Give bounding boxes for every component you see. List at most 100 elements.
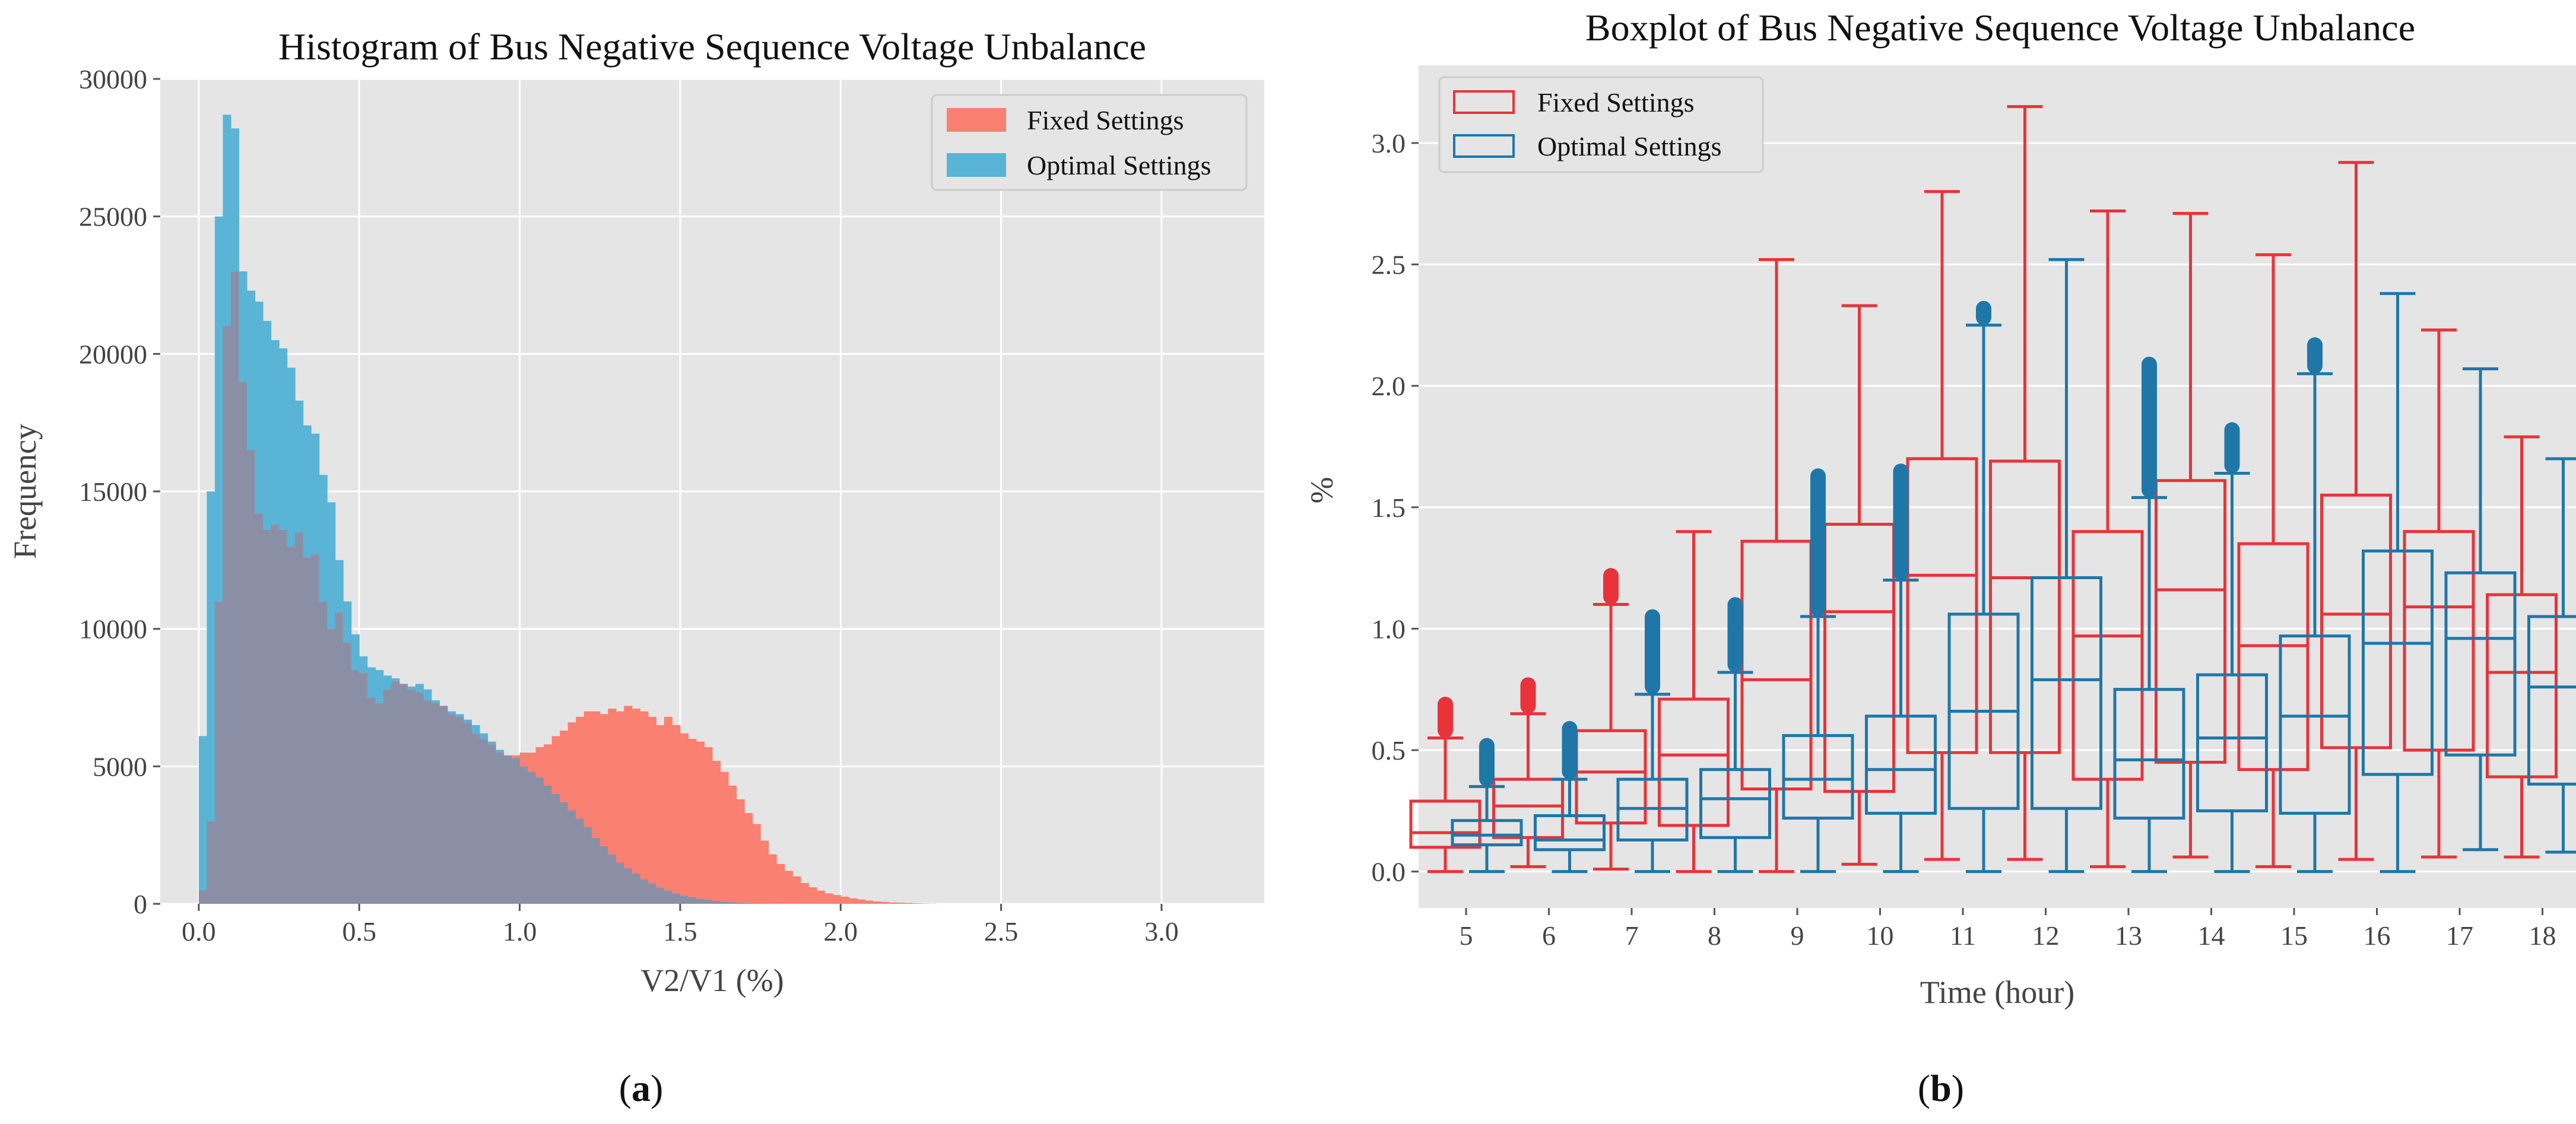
histogram-bar-overlap (367, 697, 376, 904)
boxplot-outliers (1520, 677, 1536, 714)
histogram-bar-fixed (680, 733, 689, 896)
histogram-bar-overlap (423, 700, 432, 904)
boxplot-iqr-box (1865, 715, 1937, 815)
histogram-bar-fixed (873, 901, 881, 904)
boxplot-box-fixed (2320, 161, 2392, 861)
histogram-bar-optimal (230, 128, 240, 272)
histogram-bar-overlap (608, 854, 617, 904)
histogram-bar-overlap (287, 546, 296, 904)
histogram-bar-overlap (439, 706, 448, 904)
histogram-bar-optimal (407, 686, 416, 690)
boxplot-box-optimal (2527, 457, 2576, 854)
histogram-bar-fixed (905, 903, 913, 904)
histogram-bar-fixed (712, 761, 721, 901)
boxplot-box-optimal (2113, 357, 2185, 874)
histogram-bar-overlap (463, 722, 472, 904)
boxplot-iqr-box (2113, 688, 2185, 820)
histogram-bar-fixed (816, 890, 825, 904)
boxplot-xtick-label: 8 (1708, 920, 1721, 951)
histogram-bar-fixed (632, 709, 640, 874)
boxplot-chart: Boxplot of Bus Negative Sequence Voltage… (1304, 7, 2576, 1010)
histogram-bar-overlap (528, 771, 537, 904)
histogram-bar-fixed (832, 895, 841, 904)
histogram-bar-overlap (399, 684, 408, 904)
boxplot-outliers (1645, 609, 1660, 694)
histogram-bar-optimal (335, 560, 344, 612)
boxplot-box-fixed (2403, 328, 2475, 859)
histogram-bar-fixed (528, 752, 537, 772)
boxplot-legend: Fixed Settings Optimal Settings (1438, 76, 1764, 173)
legend-swatch-fixed (947, 108, 1006, 132)
histogram-bar-overlap (640, 879, 649, 904)
histogram-bar-fixed (760, 840, 769, 904)
histogram-bar-fixed (889, 902, 897, 904)
histogram-xtick-label: 2.5 (984, 916, 1019, 947)
histogram-bar-overlap (704, 900, 713, 904)
histogram-bar-fixed (696, 741, 705, 899)
boxplot-ytick-label: 2.0 (1372, 371, 1406, 401)
histogram-bar-overlap (752, 903, 761, 904)
boxplot-box-optimal (1616, 609, 1689, 874)
histogram-bar-optimal (423, 689, 432, 701)
boxplot-xtick-label: 10 (1867, 920, 1894, 951)
boxplot-iqr-box (1575, 729, 1647, 825)
histogram-bar-overlap (744, 903, 753, 904)
histogram-title: Histogram of Bus Negative Sequence Volta… (278, 26, 1146, 68)
boxplot-outliers (2142, 357, 2157, 498)
boxplot-title: Boxplot of Bus Negative Sequence Voltage… (1585, 7, 2415, 49)
histogram-bar-overlap (207, 821, 215, 904)
boxplot-ytick-label: 1.0 (1372, 614, 1406, 644)
histogram-ytick-label: 5000 (93, 751, 147, 782)
boxplot-xtick-label: 12 (2032, 920, 2060, 951)
boxplot-iqr-box (2031, 576, 2102, 810)
histogram-ytick-label: 10000 (79, 614, 147, 644)
histogram-bar-overlap (407, 689, 416, 904)
boxplot-box-fixed (2237, 253, 2309, 868)
histogram-bar-optimal (207, 491, 215, 821)
histogram-bar-overlap (512, 758, 521, 904)
caption-b: (b) (1918, 1067, 1964, 1109)
histogram-xtick-label: 0.0 (182, 916, 216, 947)
histogram-ytick-label: 20000 (79, 339, 147, 369)
histogram-bar-optimal (198, 736, 208, 890)
histogram-bar-fixed (535, 747, 544, 777)
histogram-bar-fixed (856, 899, 865, 904)
boxplot-iqr-box (1409, 799, 1481, 849)
boxplot-iqr-box (1451, 819, 1523, 847)
histogram-bar-overlap (535, 777, 544, 904)
histogram-ytick-label: 0 (134, 889, 147, 919)
boxplot-box-fixed (1575, 568, 1647, 871)
histogram-bar-overlap (583, 827, 592, 904)
histogram-bar-optimal (431, 700, 440, 703)
boxplot-box-optimal (2279, 337, 2351, 874)
boxplot-xtick-label: 5 (1460, 920, 1473, 951)
legend-swatch-optimal (947, 153, 1006, 177)
histogram-bars (198, 115, 938, 904)
histogram-xtick-label: 1.5 (663, 916, 697, 947)
histogram-bar-fixed (544, 744, 553, 786)
histogram-xtick-label: 2.0 (824, 916, 858, 947)
boxplot-box-fixed (1409, 696, 1481, 874)
histogram-bar-optimal (303, 425, 312, 558)
legend-label-optimal: Optimal Settings (1027, 150, 1211, 180)
histogram-ytick-label: 30000 (79, 64, 147, 94)
boxplot-box-optimal (1534, 720, 1606, 874)
boxplot-box-fixed (1823, 304, 1895, 866)
histogram-bar-overlap (415, 692, 424, 904)
histogram-xtick-label: 0.5 (342, 916, 376, 947)
histogram-bar-optimal (496, 750, 505, 753)
histogram-bar-fixed (512, 755, 521, 758)
histogram-bar-fixed (656, 725, 665, 888)
boxplot-plot-area (1419, 65, 2576, 908)
boxplot-xtick-label: 16 (2364, 920, 2391, 951)
boxplot-iqr-box (2362, 549, 2434, 776)
boxplot-outliers (1603, 568, 1619, 605)
histogram-bar-optimal (383, 675, 392, 690)
histogram-bar-overlap (496, 752, 505, 904)
histogram-bar-overlap (680, 896, 689, 904)
histogram-bar-overlap (487, 744, 496, 904)
boxplot-iqr-box (1782, 734, 1854, 820)
boxplot-outliers (1727, 597, 1743, 673)
boxplot-xlabel: Time (hour) (1920, 974, 2075, 1010)
boxplot-boxes (1409, 105, 2576, 874)
